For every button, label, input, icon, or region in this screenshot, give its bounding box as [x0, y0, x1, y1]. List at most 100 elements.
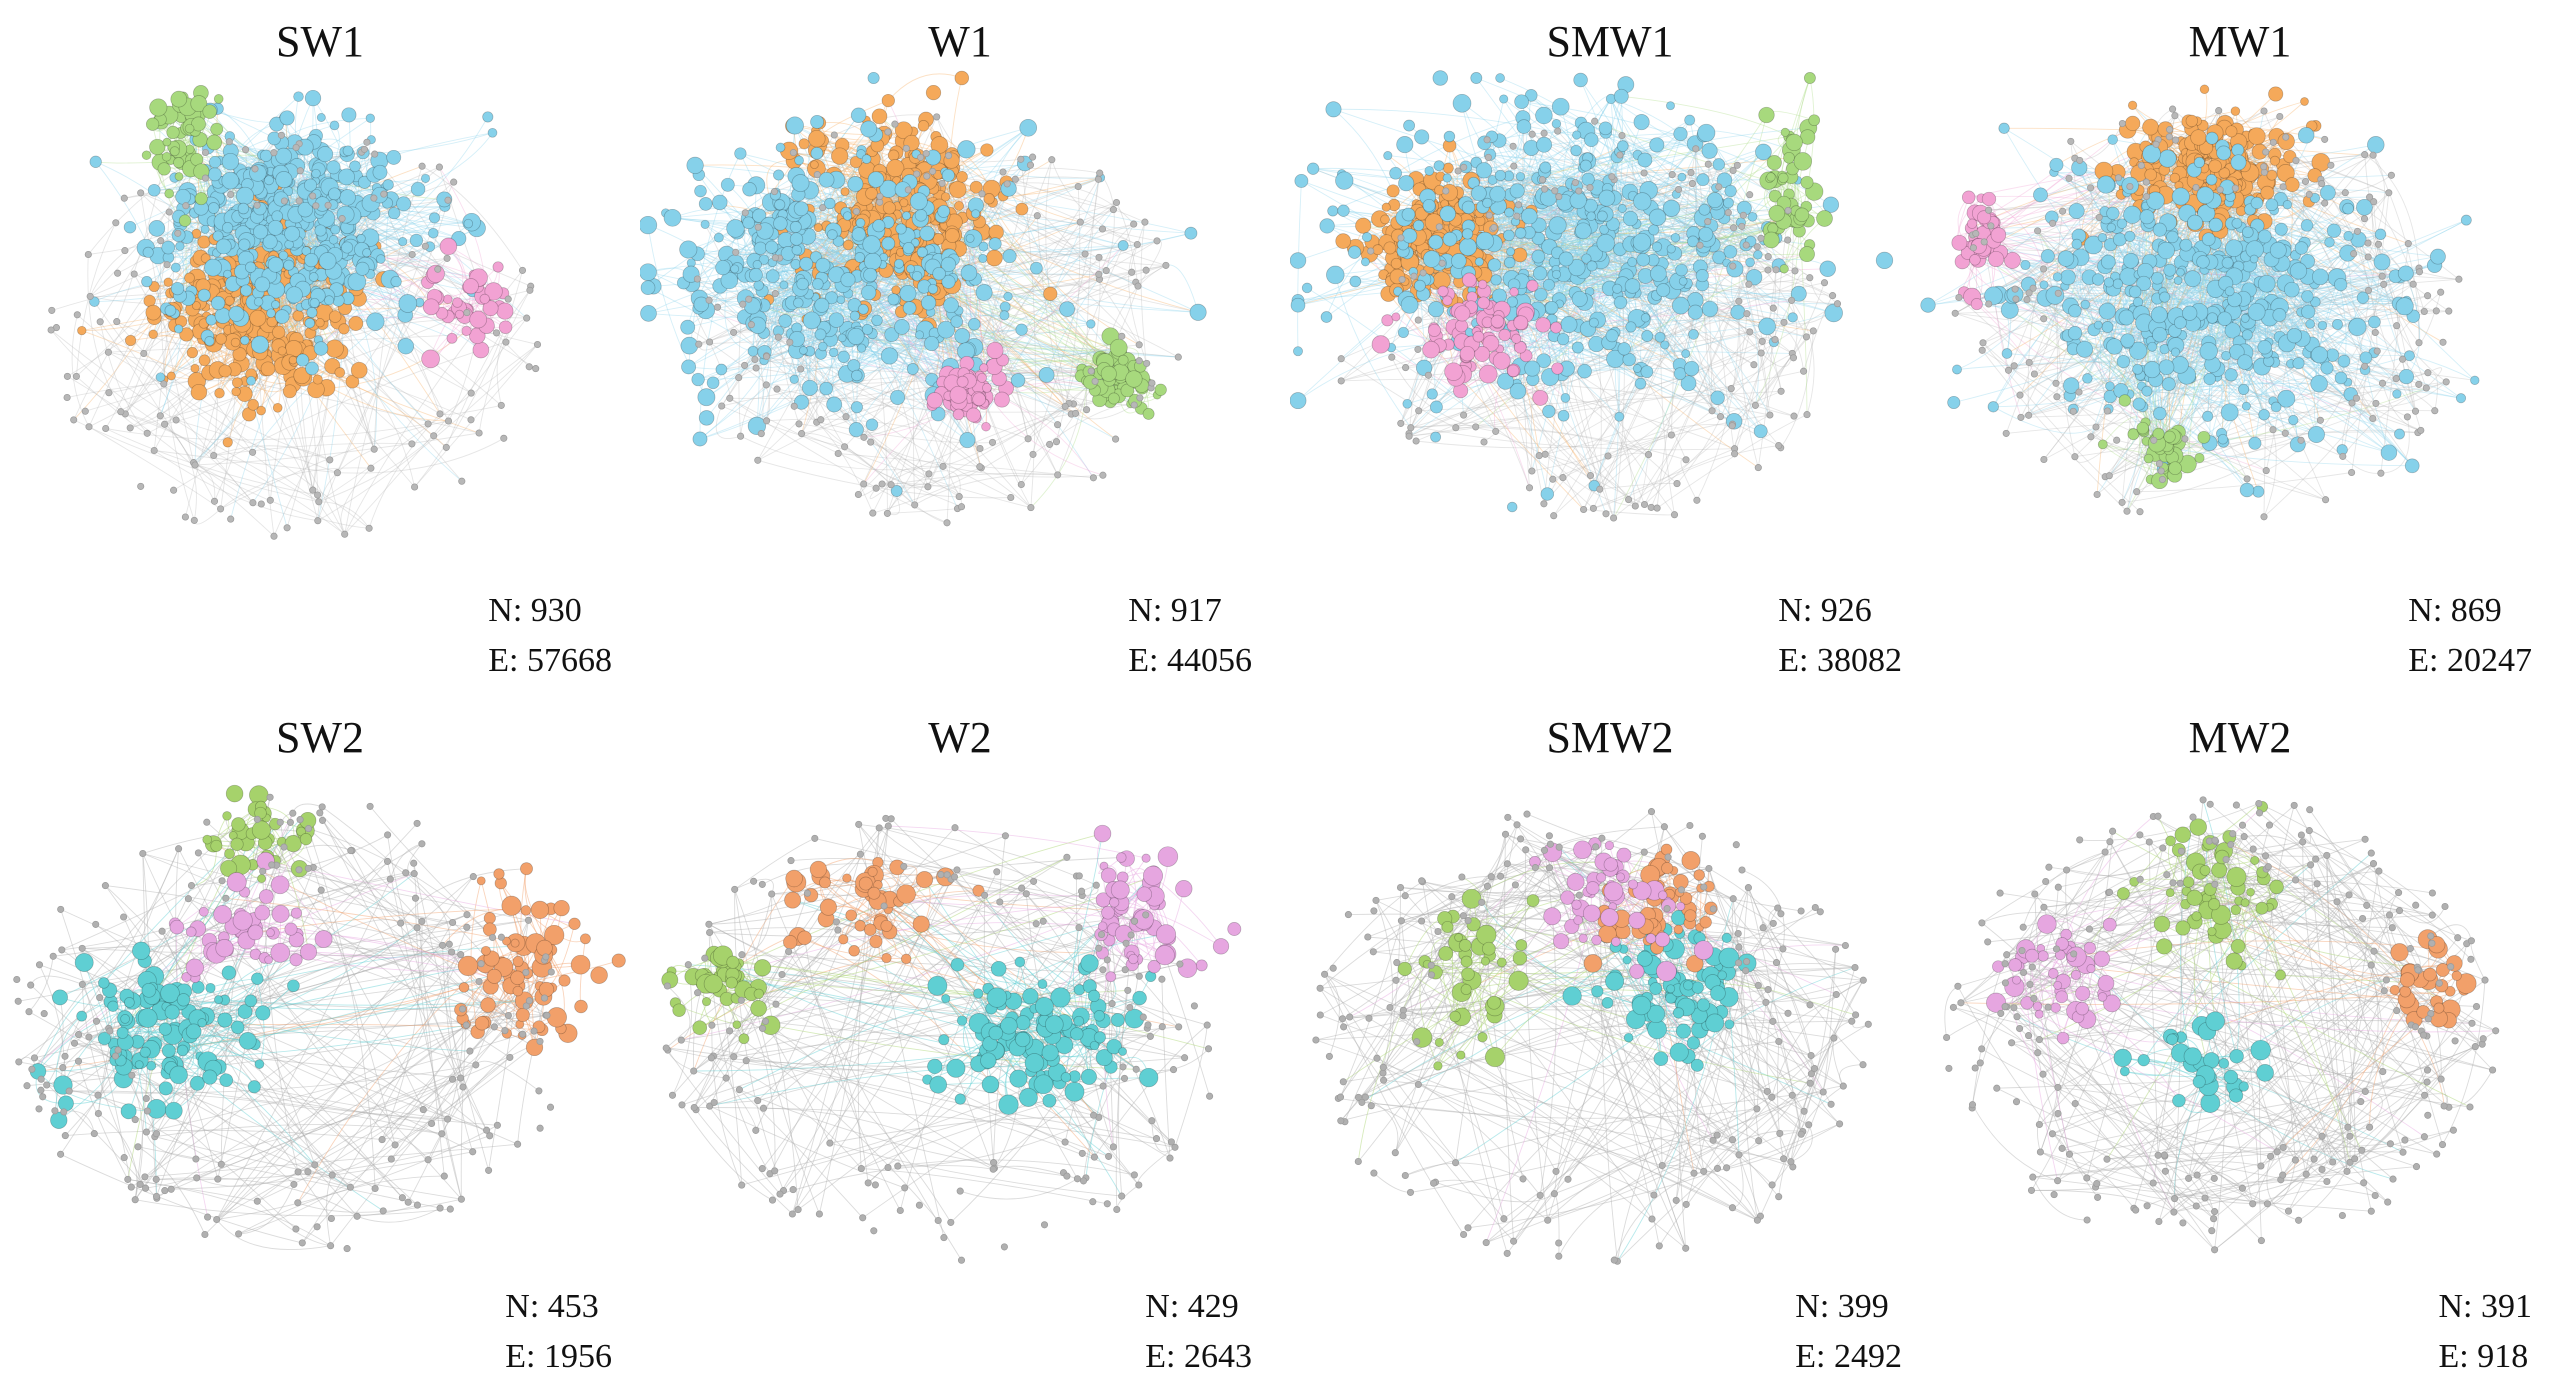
node	[435, 307, 449, 320]
edge	[735, 251, 1072, 415]
edge	[927, 406, 1066, 488]
node	[640, 305, 657, 322]
edge	[194, 432, 480, 466]
node	[123, 220, 137, 234]
node	[986, 249, 1003, 267]
node	[462, 278, 479, 295]
node	[303, 178, 318, 192]
edge	[756, 367, 982, 469]
edge	[213, 445, 331, 461]
node	[1107, 392, 1120, 405]
edge	[220, 467, 371, 510]
edge	[891, 472, 1058, 486]
edge	[1003, 177, 1101, 197]
node	[1125, 370, 1143, 388]
node	[149, 98, 168, 117]
edge	[1696, 301, 1740, 501]
node	[1081, 250, 1089, 258]
node	[317, 146, 334, 163]
node	[436, 410, 444, 418]
node	[757, 430, 765, 438]
node	[311, 168, 321, 179]
node	[986, 341, 1004, 359]
edge	[99, 321, 215, 502]
node	[396, 196, 412, 212]
edge	[753, 230, 859, 324]
node	[878, 480, 886, 488]
node	[206, 134, 223, 151]
node	[285, 286, 303, 304]
node	[640, 215, 658, 235]
node	[960, 264, 978, 282]
edge	[1520, 346, 1793, 354]
node	[747, 345, 759, 357]
node	[1135, 341, 1143, 349]
edge	[1672, 168, 1720, 188]
edge	[1103, 265, 1167, 361]
node	[210, 451, 218, 460]
node	[933, 113, 941, 121]
node	[272, 325, 286, 339]
node	[848, 422, 864, 438]
node	[164, 304, 177, 317]
node	[200, 253, 211, 264]
node	[849, 310, 861, 321]
node	[227, 515, 235, 523]
node	[774, 333, 782, 341]
edge	[890, 465, 944, 485]
node	[424, 420, 432, 428]
node	[502, 338, 510, 346]
node	[137, 482, 145, 490]
edge	[1116, 202, 1139, 287]
node	[296, 167, 304, 175]
node	[313, 341, 329, 356]
node	[773, 169, 785, 181]
node	[270, 149, 278, 157]
node	[1003, 291, 1013, 302]
edge	[1593, 425, 1733, 509]
node	[981, 421, 991, 432]
node	[902, 242, 915, 255]
node	[221, 152, 240, 171]
node	[467, 389, 475, 397]
node	[446, 332, 458, 344]
node	[906, 363, 919, 375]
node	[1134, 282, 1142, 290]
node	[84, 250, 92, 259]
node	[891, 120, 899, 128]
edge	[1489, 133, 1681, 156]
node	[965, 233, 975, 243]
node	[748, 267, 763, 282]
edge	[766, 418, 981, 449]
edge	[1002, 167, 1100, 174]
node	[235, 186, 255, 205]
node	[533, 340, 542, 349]
node	[1153, 237, 1161, 245]
node	[198, 354, 211, 367]
node	[428, 212, 441, 224]
node	[884, 128, 892, 136]
edge	[831, 297, 951, 368]
node	[382, 179, 394, 191]
node	[266, 308, 276, 318]
edge	[776, 388, 1087, 413]
node	[148, 220, 166, 237]
node	[813, 223, 823, 233]
node	[124, 334, 137, 347]
node	[774, 199, 786, 211]
node	[886, 159, 905, 178]
node	[798, 430, 806, 438]
edge	[1552, 452, 1649, 480]
edge	[105, 423, 429, 441]
node	[1128, 268, 1136, 276]
node	[1011, 175, 1019, 183]
node	[640, 263, 657, 282]
node	[275, 171, 293, 189]
node	[275, 147, 292, 165]
node	[271, 300, 280, 310]
node	[692, 431, 708, 447]
node	[341, 241, 354, 254]
node	[160, 380, 168, 388]
node	[295, 197, 303, 205]
node	[1112, 198, 1121, 207]
